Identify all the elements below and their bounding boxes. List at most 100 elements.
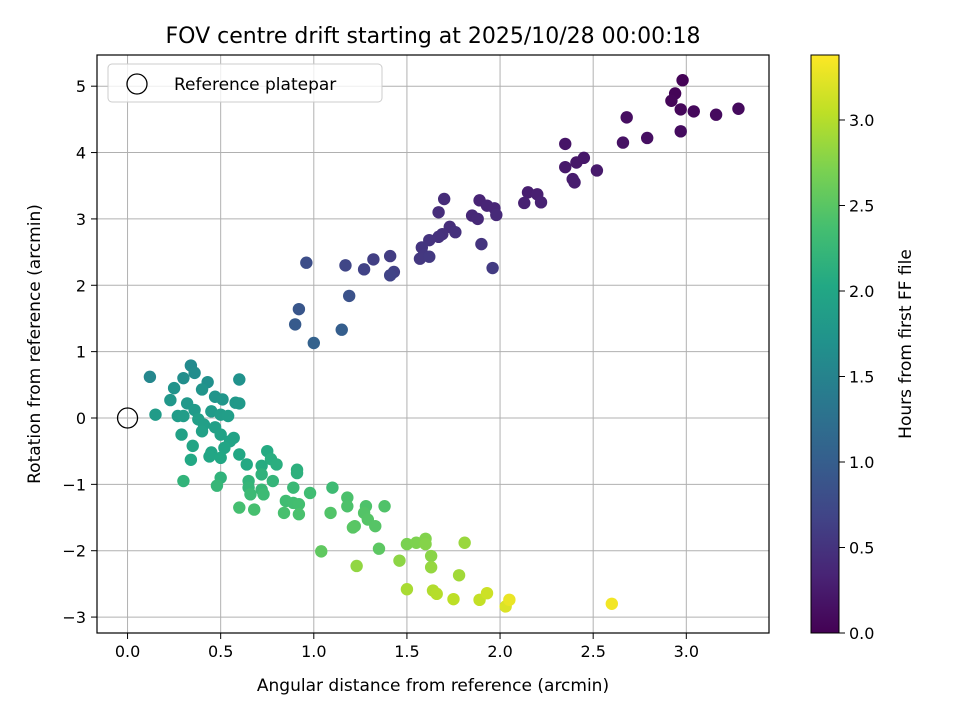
- data-point: [674, 125, 687, 138]
- data-point: [257, 488, 270, 501]
- data-point: [292, 508, 306, 521]
- data-point: [195, 383, 209, 396]
- data-point: [218, 441, 231, 455]
- data-point: [177, 474, 190, 488]
- data-point: [369, 519, 382, 533]
- colorbar: 0.0 0.5 1.0 1.5 2.0 2.5 3.0 Hours from first F…: [810, 54, 916, 643]
- data-point: [184, 453, 198, 466]
- data-point: [413, 252, 427, 265]
- data-point: [303, 486, 317, 500]
- data-point: [432, 230, 445, 244]
- data-point: [383, 249, 397, 263]
- data-point: [307, 336, 320, 350]
- data-points: [116, 74, 745, 613]
- data-point: [503, 593, 516, 607]
- data-point: [287, 481, 300, 494]
- data-point: [315, 545, 328, 558]
- data-point: [424, 561, 438, 574]
- x-tick-label: 2.0: [487, 642, 512, 661]
- chart-title: FOV centre drift starting at 2025/10/28 …: [166, 24, 701, 49]
- data-point: [255, 459, 268, 472]
- data-point: [437, 192, 451, 206]
- data-point: [447, 592, 460, 606]
- colorbar-label: Hours from first FF file: [896, 249, 916, 439]
- data-point: [350, 559, 363, 573]
- data-point: [687, 105, 700, 118]
- colorbar-tick-label: 2.5: [849, 196, 874, 215]
- data-point: [175, 428, 188, 441]
- data-point: [357, 263, 371, 276]
- data-point: [458, 536, 471, 549]
- data-point: [339, 259, 352, 272]
- data-point: [590, 164, 604, 177]
- y-tick-label: 0: [76, 409, 86, 428]
- x-axis-ticks: 0.0 0.5 1.0 1.5 2.0 2.5 3.0: [115, 633, 699, 661]
- data-point: [383, 269, 397, 282]
- data-point: [167, 381, 181, 395]
- data-point: [410, 536, 423, 549]
- data-point: [432, 206, 445, 219]
- data-point: [378, 500, 391, 513]
- data-point: [486, 261, 499, 275]
- data-point: [665, 94, 678, 107]
- legend-marker: [126, 73, 148, 95]
- data-point: [732, 102, 745, 115]
- legend: Reference platepar: [107, 63, 383, 103]
- colorbar-tick-label: 3.0: [849, 111, 874, 130]
- data-point: [188, 403, 201, 417]
- data-point: [203, 450, 216, 463]
- data-point: [367, 253, 380, 266]
- data-point: [177, 409, 190, 423]
- y-tick-label: 1: [76, 343, 86, 362]
- data-point: [292, 302, 306, 316]
- data-point: [216, 393, 229, 406]
- colorbar-tick-label: 1.0: [849, 453, 874, 472]
- data-point: [233, 501, 246, 514]
- data-point: [164, 393, 177, 407]
- data-point: [372, 542, 386, 555]
- data-point: [188, 366, 201, 380]
- data-point: [186, 439, 199, 453]
- data-point: [214, 428, 227, 441]
- data-point: [149, 408, 162, 421]
- data-point: [393, 554, 406, 567]
- colorbar-tick-label: 2.0: [849, 282, 874, 301]
- legend-label: Reference platepar: [174, 75, 336, 95]
- data-point: [221, 409, 235, 423]
- data-point: [288, 318, 302, 331]
- y-axis-ticks: −3 −2 −1 0 1 2 3 4 5: [62, 77, 97, 627]
- data-point: [559, 160, 572, 174]
- y-tick-label: 4: [76, 144, 86, 163]
- data-point: [419, 537, 432, 551]
- data-point: [255, 468, 268, 481]
- data-point: [233, 448, 246, 461]
- data-point: [480, 586, 494, 600]
- data-point: [449, 225, 462, 239]
- data-point: [270, 458, 283, 471]
- y-tick-label: 5: [76, 77, 86, 96]
- x-tick-label: 3.0: [674, 642, 699, 661]
- data-point: [490, 208, 503, 222]
- data-point: [616, 136, 630, 149]
- reference-marker: [116, 407, 139, 429]
- data-point: [335, 323, 348, 336]
- data-point: [342, 289, 356, 303]
- data-point: [568, 176, 581, 189]
- data-point: [605, 597, 619, 611]
- data-point: [233, 373, 246, 386]
- x-axis-label: Angular distance from reference (arcmin): [257, 676, 609, 696]
- data-point: [292, 498, 306, 511]
- data-point: [674, 103, 687, 116]
- data-point: [195, 425, 209, 438]
- colorbar-ticks: 0.0 0.5 1.0 1.5 2.0 2.5 3.0: [839, 111, 874, 643]
- data-point: [559, 137, 572, 151]
- data-point: [326, 481, 339, 494]
- colorbar-tick-label: 0.5: [849, 538, 874, 557]
- y-tick-label: −3: [62, 608, 86, 627]
- y-tick-label: −1: [62, 475, 86, 494]
- data-point: [534, 196, 548, 209]
- y-tick-label: 3: [76, 210, 86, 229]
- data-point: [676, 74, 689, 87]
